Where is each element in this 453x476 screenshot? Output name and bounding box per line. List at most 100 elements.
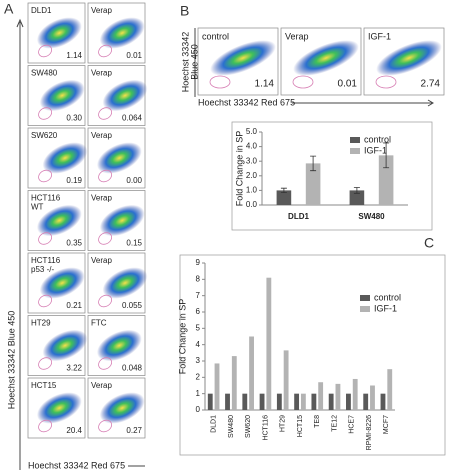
plot-label: IGF-1 [368, 31, 391, 41]
legend-swatch [360, 295, 370, 301]
bar [378, 155, 394, 205]
sp-gate [209, 75, 231, 89]
plot-label: FTC [91, 319, 107, 328]
sp-gate [292, 75, 314, 89]
plot-label: WT [31, 203, 44, 212]
x-tick-label: HCT116 [262, 415, 269, 441]
legend-label: control [364, 134, 391, 144]
bar [370, 385, 375, 410]
cell-cloud [102, 79, 148, 112]
sp-gate [98, 232, 113, 245]
bar [349, 190, 365, 205]
y-tick-label: 2.0 [246, 171, 258, 180]
sp-gate [98, 294, 113, 308]
sp-gate [98, 419, 113, 433]
cell-cloud [102, 267, 148, 299]
y-tick-label: 3 [196, 356, 201, 365]
y-axis-label: Hoechst 33342 Blue 450 [6, 311, 16, 410]
bar [352, 378, 358, 410]
y-axis-label: Fold Change in SP [177, 299, 187, 375]
cell-cloud [36, 17, 82, 49]
bar [305, 163, 321, 205]
bar [276, 393, 282, 410]
cell-cloud [210, 40, 276, 76]
x-tick-label: HCE7 [349, 415, 356, 434]
y-axis-label: Fold Change in SP [234, 131, 244, 207]
y-tick-label: 1 [196, 389, 201, 398]
legend-label: IGF-1 [374, 303, 397, 313]
bar [380, 393, 386, 410]
sp-gate [38, 357, 53, 370]
bar [225, 393, 230, 410]
x-tick-label: DLD1 [288, 212, 309, 221]
legend-swatch [350, 148, 360, 154]
x-tick-label: SW620 [245, 415, 252, 438]
plot-value: 0.01 [126, 51, 142, 60]
plot-label: Verap [91, 6, 112, 15]
bar [294, 393, 300, 410]
plot-value: 0.15 [126, 239, 142, 248]
plot-label: Verap [91, 194, 112, 203]
chart-frame [179, 254, 446, 456]
x-tick-label: SW480 [358, 212, 385, 221]
plot-label: HCT15 [31, 381, 57, 390]
y-axis-label: Hoechst 33342 [180, 32, 190, 93]
cell-cloud [99, 204, 145, 237]
bar [266, 277, 272, 410]
cell-cloud [39, 267, 85, 299]
plot-label: HCT116 [31, 256, 61, 265]
plot-label: HCT116 [31, 194, 61, 203]
y-tick-label: 0 [196, 405, 201, 414]
y-tick-label: 1.0 [246, 186, 258, 195]
cell-cloud [293, 40, 359, 76]
x-tick-label: RPMI-8226 [366, 415, 373, 451]
y-tick-label: 2 [196, 372, 201, 381]
plot-label: Verap [91, 69, 112, 78]
x-tick-label: TE8 [314, 415, 321, 428]
x-tick-label: HT29 [280, 415, 287, 432]
plot-value: 1.14 [66, 51, 82, 60]
plot-value: 0.19 [66, 176, 82, 185]
plot-value: 2.74 [421, 79, 441, 90]
panel-letter: C [424, 235, 434, 251]
x-axis-label: Hoechst 33342 Red 675 [28, 460, 125, 470]
plot-value: 0.055 [122, 301, 143, 310]
plot-label: SW620 [31, 131, 58, 140]
plot-value: 0.35 [66, 239, 82, 248]
sp-gate [38, 169, 53, 183]
sp-gate [38, 107, 53, 120]
plot-label: SW480 [31, 69, 58, 78]
sp-gate [98, 169, 113, 183]
bar [207, 393, 213, 410]
plot-label: p53 -/- [31, 265, 54, 274]
arrow-head [16, 18, 24, 28]
error-bar [310, 155, 317, 172]
panel-letter: B [180, 3, 189, 19]
y-axis-label: Blue 450 [189, 44, 199, 80]
y-tick-label: 7 [196, 291, 201, 300]
legend-swatch [360, 306, 370, 312]
sp-gate [38, 294, 53, 308]
y-tick-label: 4 [196, 340, 201, 349]
bar [311, 393, 317, 410]
bar [214, 363, 220, 410]
bar [328, 393, 334, 410]
plot-value: 3.22 [66, 364, 82, 373]
plot-value: 0.30 [66, 114, 82, 123]
plot-value: 0.01 [338, 79, 358, 90]
plot-label: Verap [91, 131, 112, 140]
y-tick-label: 8 [196, 274, 201, 283]
y-tick-label: 9 [196, 258, 201, 267]
y-tick-label: 4.0 [246, 142, 258, 151]
x-tick-label: HCT15 [297, 415, 304, 437]
sp-gate [38, 232, 53, 245]
plot-value: 0.048 [122, 364, 143, 373]
cell-cloud [96, 329, 142, 362]
plot-label: control [202, 31, 229, 41]
plot-label: Verap [285, 31, 309, 41]
cell-cloud [99, 17, 145, 49]
bar [242, 393, 248, 410]
y-tick-label: 6 [196, 307, 201, 316]
bar [283, 350, 289, 410]
